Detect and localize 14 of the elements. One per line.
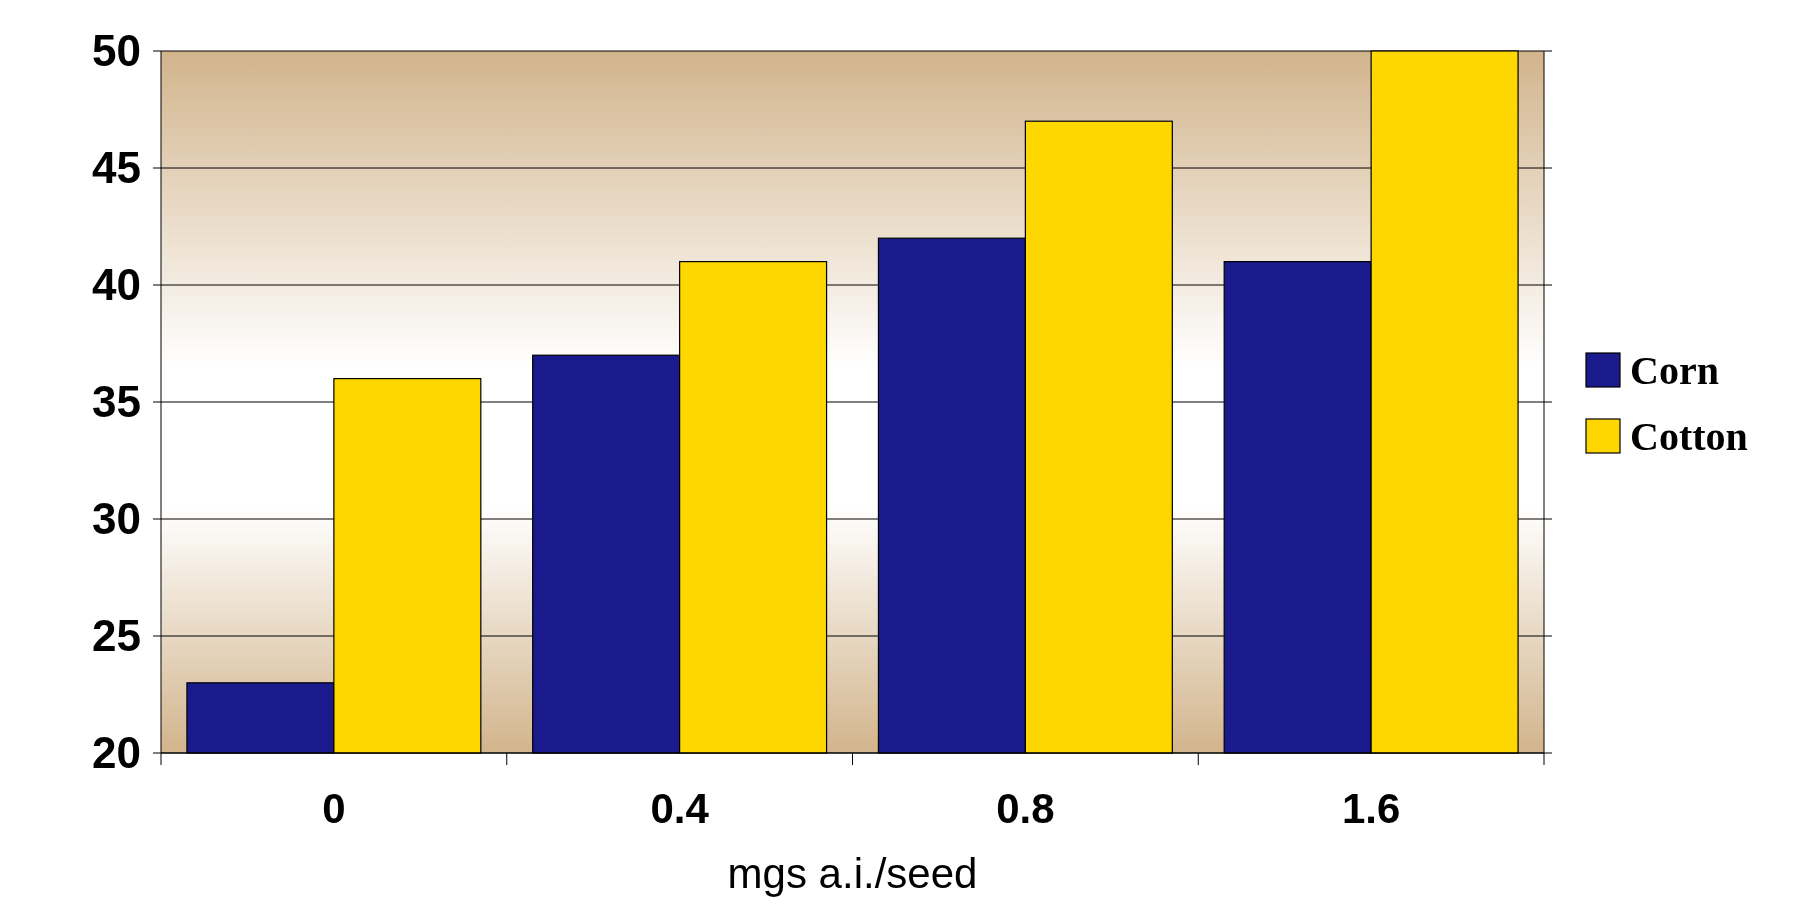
legend-label: Corn <box>1630 348 1719 393</box>
y-tick-label: 30 <box>92 494 141 544</box>
y-tick-label: 35 <box>92 377 141 427</box>
y-tick-label: 50 <box>92 26 141 76</box>
x-tick-label: 0.4 <box>650 785 710 832</box>
x-tick-label: 0 <box>322 785 346 832</box>
legend-label: Cotton <box>1630 414 1748 459</box>
y-tick-label: 20 <box>92 728 141 778</box>
x-tick-label: 1.6 <box>1341 785 1401 832</box>
x-tick-label: 0.8 <box>996 785 1055 832</box>
x-axis-title: mgs a.i./seed <box>727 850 978 897</box>
y-tick-label: 25 <box>92 611 141 661</box>
y-tick-label: 40 <box>92 260 141 310</box>
y-tick-label: 45 <box>92 143 141 193</box>
